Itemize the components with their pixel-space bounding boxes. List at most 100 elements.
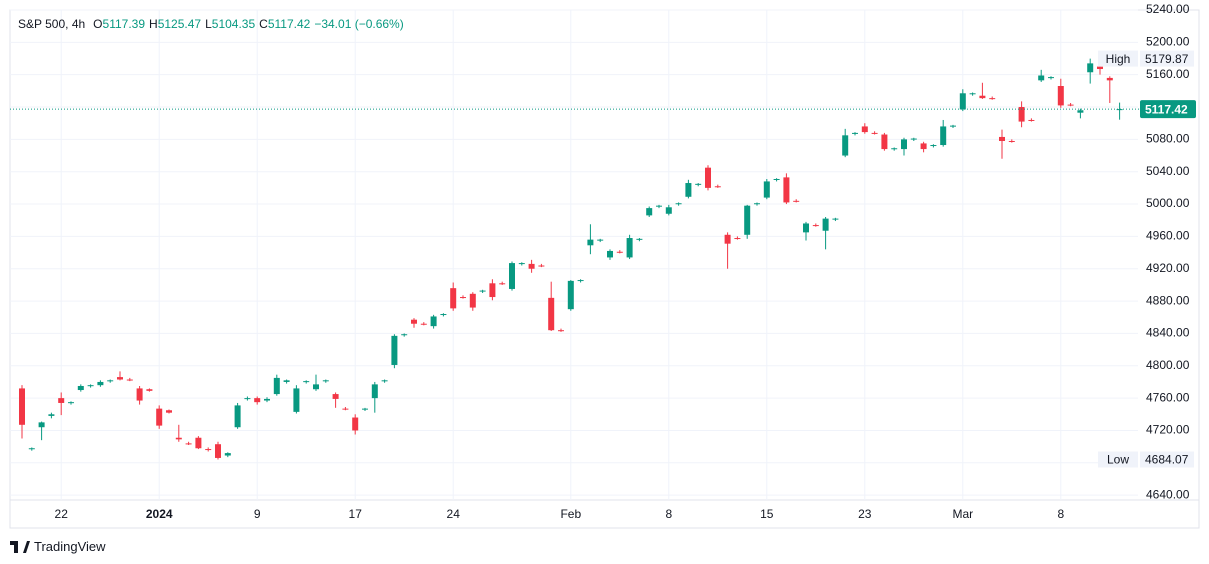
candle-body	[77, 385, 84, 391]
candle-body	[107, 380, 114, 382]
y-tick-label: 5000.00	[1146, 196, 1190, 210]
candle-body	[734, 238, 741, 240]
candle-body	[38, 422, 45, 428]
ohlc-value: 5117.42	[267, 17, 311, 31]
x-tick-label: 24	[447, 507, 461, 521]
candle-body	[401, 334, 408, 336]
candle-body	[371, 384, 378, 399]
candle-body	[136, 388, 143, 401]
candle-body	[548, 297, 555, 331]
candle-body	[205, 449, 212, 451]
candle-body	[1097, 66, 1103, 70]
ohlc-key: L	[205, 17, 212, 31]
ohlc-key: H	[149, 17, 158, 31]
candle-body	[665, 207, 672, 214]
candle-body	[19, 388, 25, 425]
candle-body	[303, 381, 310, 383]
candle-body	[969, 93, 976, 95]
y-tick-label: 4720.00	[1146, 423, 1190, 437]
candle-body	[656, 205, 662, 207]
y-tick-label: 5160.00	[1146, 67, 1190, 81]
candle-body	[126, 379, 133, 381]
candle-body	[636, 238, 643, 240]
candle-body	[450, 288, 457, 309]
annotation-value-box	[1140, 451, 1194, 468]
candle-body	[1067, 104, 1074, 106]
candle-body	[920, 143, 927, 150]
candle-body	[577, 280, 584, 282]
brand: TradingView	[10, 539, 106, 554]
candle-body	[705, 167, 711, 188]
candle-body	[1028, 119, 1035, 121]
candle-body	[626, 238, 633, 258]
candle-body	[224, 453, 231, 456]
candle-body	[430, 316, 437, 327]
candle-body	[322, 380, 329, 382]
x-tick-label: 15	[760, 507, 774, 521]
candle-body	[1077, 110, 1084, 113]
candle-body	[58, 398, 65, 403]
candle-body	[832, 218, 839, 220]
candle-body	[518, 263, 525, 265]
candle-body	[146, 389, 153, 391]
candle-body	[910, 138, 917, 140]
candle-body	[332, 394, 339, 399]
x-tick-label: 2024	[146, 507, 173, 521]
candle-body	[852, 132, 858, 134]
candle-body	[822, 218, 829, 231]
candle-body	[460, 297, 466, 299]
candle-body	[215, 444, 221, 458]
y-tick-label: 4800.00	[1146, 358, 1190, 372]
y-tick-label: 4640.00	[1146, 487, 1190, 501]
candle-body	[744, 205, 751, 235]
candle-body	[117, 377, 123, 380]
candle-body	[695, 183, 702, 185]
candle-body	[273, 377, 280, 395]
y-tick-label: 4960.00	[1146, 229, 1190, 243]
annotation-key-box	[1098, 50, 1138, 67]
candle-body	[1018, 107, 1025, 122]
candle-body	[793, 200, 800, 202]
candle-body	[803, 223, 809, 233]
candle-body	[68, 402, 74, 404]
candle-body	[342, 408, 349, 410]
candle-body	[1116, 109, 1123, 111]
candle-body	[166, 410, 172, 413]
candle-body	[1106, 77, 1113, 81]
annotation-value: 4684.07	[1145, 453, 1189, 467]
candle-body	[675, 203, 682, 205]
candle-body	[244, 398, 251, 400]
candle-body	[881, 134, 888, 150]
candle-body	[1057, 86, 1064, 106]
y-tick-label: 4920.00	[1146, 261, 1190, 275]
y-tick-label: 5040.00	[1146, 164, 1190, 178]
candle-body	[175, 437, 182, 440]
candle-body	[763, 181, 770, 198]
candle-body	[362, 408, 368, 410]
candle-body	[979, 95, 986, 99]
annotation-key-box	[1098, 451, 1138, 468]
candle-body	[97, 381, 104, 386]
y-tick-label: 5080.00	[1146, 132, 1190, 146]
annotation-value-box	[1140, 50, 1194, 67]
candle-body	[87, 385, 94, 387]
candle-body	[538, 265, 545, 267]
x-tick-label: 8	[1057, 507, 1064, 521]
candle-body	[842, 135, 849, 156]
ohlc-key: O	[93, 17, 103, 31]
candle-body	[1008, 140, 1015, 142]
candle-body	[420, 323, 427, 325]
y-tick-label: 4880.00	[1146, 293, 1190, 307]
candle-body	[754, 203, 760, 205]
candle-body	[185, 443, 192, 445]
candle-body	[959, 93, 966, 110]
x-tick-label: 9	[254, 507, 261, 521]
y-tick-label: 4760.00	[1146, 390, 1190, 404]
candle-body	[195, 437, 202, 449]
candle-body	[528, 263, 535, 269]
legend-header: S&P 500, 4h O5117.39 H5125.47 L5104.35 C5117…	[18, 17, 408, 31]
candle-body	[646, 208, 653, 216]
candle-body	[891, 148, 898, 150]
candle-body	[940, 126, 947, 146]
